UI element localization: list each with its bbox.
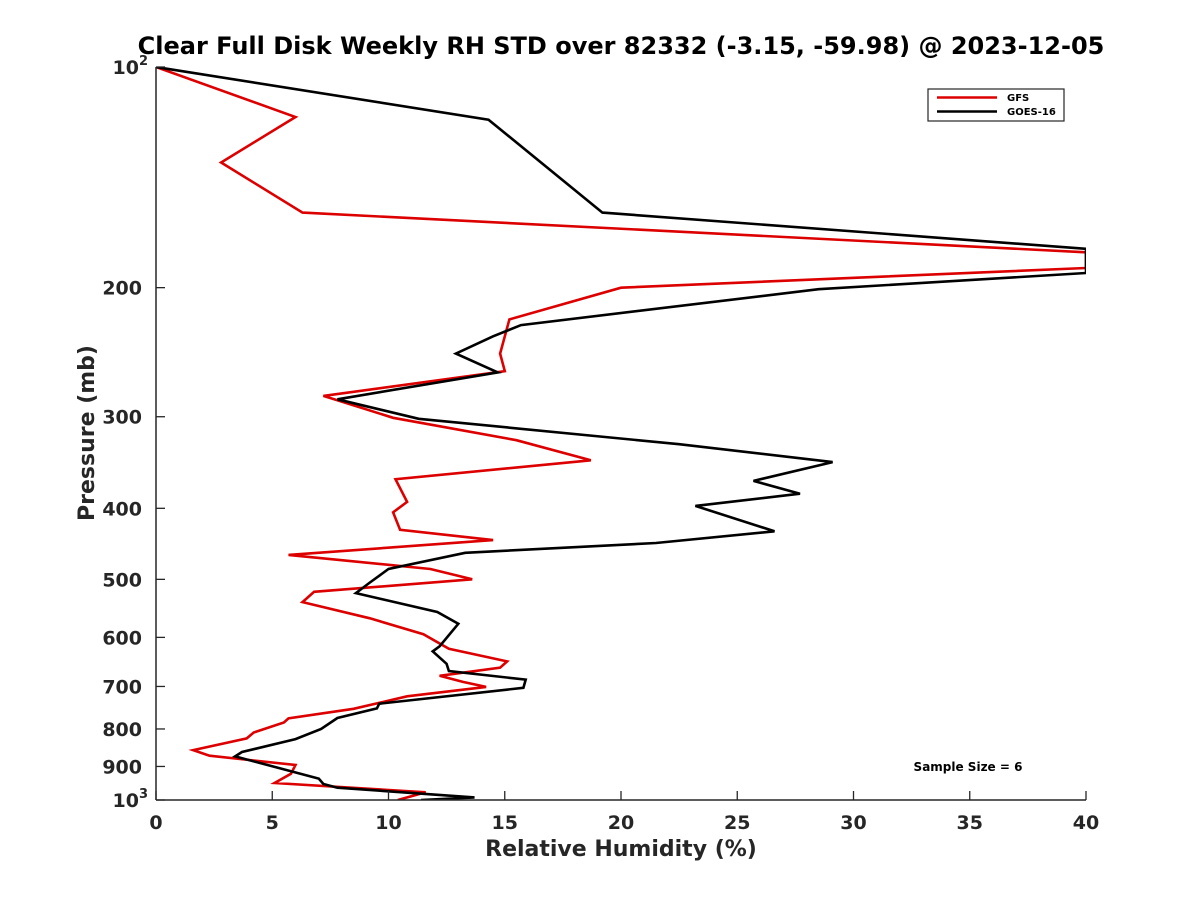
x-tick-label-40: 40 <box>1073 812 1099 834</box>
y-tick-label-600: 600 <box>102 627 142 649</box>
x-tick-label-15: 15 <box>492 812 518 834</box>
y-tick-label-700: 700 <box>102 676 142 698</box>
x-tick-label-5: 5 <box>266 812 279 834</box>
x-tick-label-35: 35 <box>957 812 983 834</box>
x-tick-label-30: 30 <box>840 812 866 834</box>
legend-label-gfs: GFS <box>1007 93 1029 104</box>
sample-size-annotation: Sample Size = 6 <box>914 760 1023 774</box>
chart-title: Clear Full Disk Weekly RH STD over 82332… <box>138 32 1105 60</box>
y-tick-label-200: 200 <box>102 278 142 300</box>
x-tick-label-25: 25 <box>724 812 750 834</box>
x-tick-label-0: 0 <box>149 812 162 834</box>
y-tick-label-900: 900 <box>102 756 142 778</box>
y-tick-label-1000: 103 <box>113 787 149 812</box>
y-tick-label-500: 500 <box>102 569 142 591</box>
x-axis-label: Relative Humidity (%) <box>485 837 757 862</box>
legend-label-goes16: GOES-16 <box>1007 107 1056 118</box>
series-line-goes16 <box>156 67 1086 800</box>
x-tick-label-10: 10 <box>375 812 401 834</box>
series-line-gfs <box>156 67 1086 800</box>
y-axis-label: Pressure (mb) <box>75 345 100 521</box>
legend: GFS GOES-16 <box>927 88 1065 122</box>
plot-area: 0 5 10 15 20 25 30 35 40 102 200 300 400 500 600 700 800… <box>102 54 1099 834</box>
y-tick-label-300: 300 <box>102 407 142 429</box>
y-tick-label-100: 102 <box>113 54 149 79</box>
y-tick-label-400: 400 <box>102 498 142 520</box>
x-tick-label-20: 20 <box>608 812 634 834</box>
y-tick-label-800: 800 <box>102 719 142 741</box>
legend-box <box>927 88 1065 122</box>
